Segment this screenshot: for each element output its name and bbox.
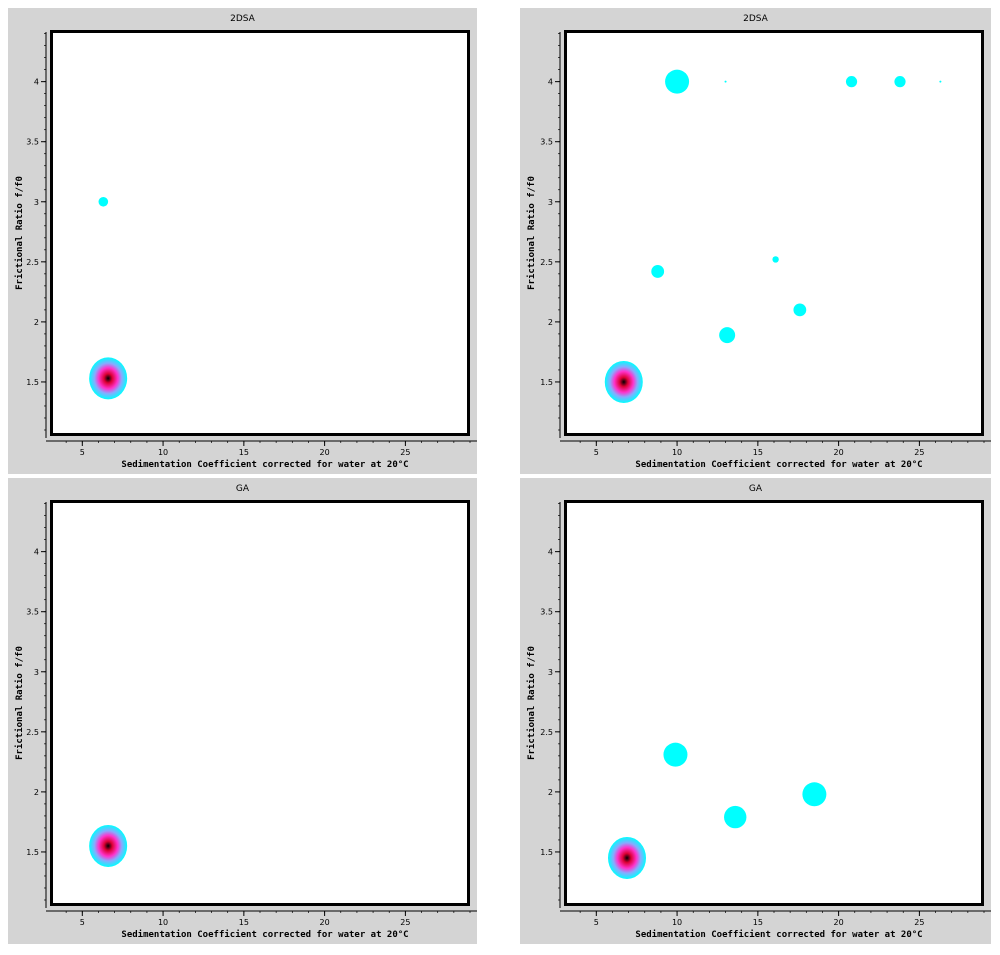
data-point <box>724 805 747 829</box>
x-tick-label: 20 <box>320 448 330 457</box>
data-point <box>98 196 109 207</box>
y-tick-label: 3 <box>34 668 39 677</box>
chart-panel-ga-right: GA 1.5 2 2.5 3 3.5 4 5 10 15 20 25 Sedimentation Coe… <box>520 478 991 944</box>
x-tick-label: 10 <box>672 918 682 927</box>
plot-frame <box>564 30 984 436</box>
x-tick-label: 25 <box>400 448 410 457</box>
x-tick-label: 15 <box>239 918 249 927</box>
x-axis-label: Sedimentation Coefficient corrected for … <box>121 459 408 470</box>
data-point-peak <box>89 357 128 400</box>
x-tick-label: 25 <box>400 918 410 927</box>
chart-title: 2DSA <box>230 14 256 24</box>
data-point-peak <box>89 824 128 867</box>
chart-title: GA <box>236 484 250 494</box>
chart-title: 2DSA <box>743 14 769 24</box>
y-tick-label: 2.5 <box>26 258 39 267</box>
y-tick-label: 2.5 <box>26 728 39 737</box>
chart-ga-left: GA 1.5 2 2.5 3 3.5 4 5 10 15 20 25 Sedimentation Coe… <box>14 484 477 940</box>
data-point <box>724 80 727 83</box>
y-tick-label: 2.5 <box>540 728 553 737</box>
x-tick-label: 5 <box>594 918 599 927</box>
data-point <box>719 327 736 344</box>
x-tick-label: 20 <box>320 918 330 927</box>
y-tick-label: 4 <box>34 78 39 87</box>
y-tick-label: 2.5 <box>540 258 553 267</box>
data-point <box>793 303 807 317</box>
x-tick-label: 10 <box>158 448 168 457</box>
x-tick-label: 5 <box>594 448 599 457</box>
y-tick-label: 3.5 <box>26 608 39 617</box>
y-axis-label: Frictional Ratio f/f0 <box>526 646 537 760</box>
y-axis-label: Frictional Ratio f/f0 <box>526 176 537 290</box>
x-axis-label: Sedimentation Coefficient corrected for … <box>635 929 922 940</box>
x-tick-label: 15 <box>753 448 763 457</box>
y-tick-label: 2 <box>34 318 39 327</box>
data-point <box>665 69 690 94</box>
data-point <box>663 742 688 767</box>
chart-ga-right: GA 1.5 2 2.5 3 3.5 4 5 10 15 20 25 Sedimentation Coe… <box>526 484 991 940</box>
y-tick-label: 1.5 <box>26 378 39 387</box>
y-tick-label: 4 <box>548 78 553 87</box>
data-point <box>939 80 942 83</box>
y-tick-label: 3.5 <box>540 608 553 617</box>
x-tick-label: 10 <box>158 918 168 927</box>
y-axis-label: Frictional Ratio f/f0 <box>14 646 25 760</box>
chart-panel-2dsa-left: 2DSA 1.5 2 2.5 3 3.5 4 5 10 15 20 25 Sedimentation C… <box>8 8 477 474</box>
y-tick-label: 2 <box>548 318 553 327</box>
x-tick-label: 15 <box>239 448 249 457</box>
x-tick-label: 10 <box>672 448 682 457</box>
x-tick-label: 20 <box>834 918 844 927</box>
y-tick-label: 4 <box>34 548 39 557</box>
data-point-peak <box>604 360 643 403</box>
data-points-group <box>89 824 128 867</box>
y-tick-label: 1.5 <box>540 848 553 857</box>
y-tick-label: 1.5 <box>26 848 39 857</box>
data-point <box>651 265 665 278</box>
chart-panel-2dsa-right: 2DSA 1.5 2 2.5 3 3.5 4 5 10 15 20 25 Sedimentation C… <box>520 8 991 474</box>
y-tick-label: 2 <box>34 788 39 797</box>
x-axis-label: Sedimentation Coefficient corrected for … <box>121 929 408 940</box>
x-tick-label: 25 <box>914 918 924 927</box>
y-tick-label: 2 <box>548 788 553 797</box>
x-tick-label: 5 <box>80 448 85 457</box>
x-tick-label: 15 <box>753 918 763 927</box>
y-tick-label: 4 <box>548 548 553 557</box>
chart-2dsa-left: 2DSA 1.5 2 2.5 3 3.5 4 5 10 15 20 25 Sedimentation C… <box>14 14 477 470</box>
y-tick-label: 3.5 <box>540 138 553 147</box>
x-tick-label: 5 <box>80 918 85 927</box>
y-tick-label: 1.5 <box>540 378 553 387</box>
plot-frame <box>564 500 984 906</box>
x-tick-label: 25 <box>914 448 924 457</box>
data-points-group <box>608 742 827 879</box>
chart-2dsa-right: 2DSA 1.5 2 2.5 3 3.5 4 5 10 15 20 25 Sedimentation C… <box>526 14 991 470</box>
plot-frame <box>50 30 470 436</box>
y-tick-label: 3 <box>548 198 553 207</box>
y-tick-label: 3 <box>34 198 39 207</box>
data-point <box>845 76 858 88</box>
y-tick-label: 3.5 <box>26 138 39 147</box>
data-points-group <box>89 196 128 400</box>
plot-frame <box>50 500 470 906</box>
chart-title: GA <box>749 484 763 494</box>
y-axis-label: Frictional Ratio f/f0 <box>14 176 25 290</box>
x-tick-label: 20 <box>834 448 844 457</box>
data-points-group <box>604 69 942 403</box>
x-axis-label: Sedimentation Coefficient corrected for … <box>635 459 922 470</box>
chart-panel-ga-left: GA 1.5 2 2.5 3 3.5 4 5 10 15 20 25 Sedimentation Coe… <box>8 478 477 944</box>
y-tick-label: 3 <box>548 668 553 677</box>
data-point <box>894 76 906 88</box>
data-point-peak <box>608 836 646 879</box>
data-point <box>802 782 827 807</box>
plot-area <box>564 500 984 906</box>
data-point <box>772 256 779 263</box>
